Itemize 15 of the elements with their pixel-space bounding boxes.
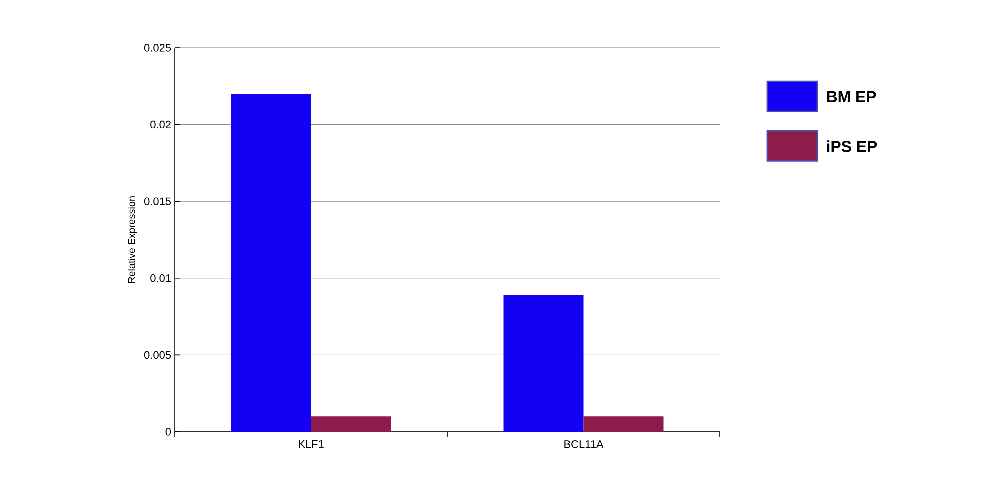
y-tick-label: 0.015	[144, 198, 172, 206]
bar	[231, 94, 312, 432]
y-axis-title: Relative Expression	[128, 196, 138, 284]
y-tick-label: 0.01	[150, 274, 171, 282]
bar	[504, 295, 584, 432]
x-tick-label: KLF1	[299, 440, 324, 448]
y-tick-label: 0.025	[144, 44, 172, 52]
y-tick-label: 0	[166, 428, 172, 436]
x-tick-label: BCL11A	[564, 440, 604, 448]
legend-label: BM EP	[827, 91, 876, 102]
y-tick-label: 0.02	[150, 120, 171, 129]
bar	[584, 416, 664, 432]
bar	[311, 416, 392, 432]
legend-label: iPS EP	[827, 140, 878, 152]
y-tick-label: 0.005	[144, 351, 172, 360]
